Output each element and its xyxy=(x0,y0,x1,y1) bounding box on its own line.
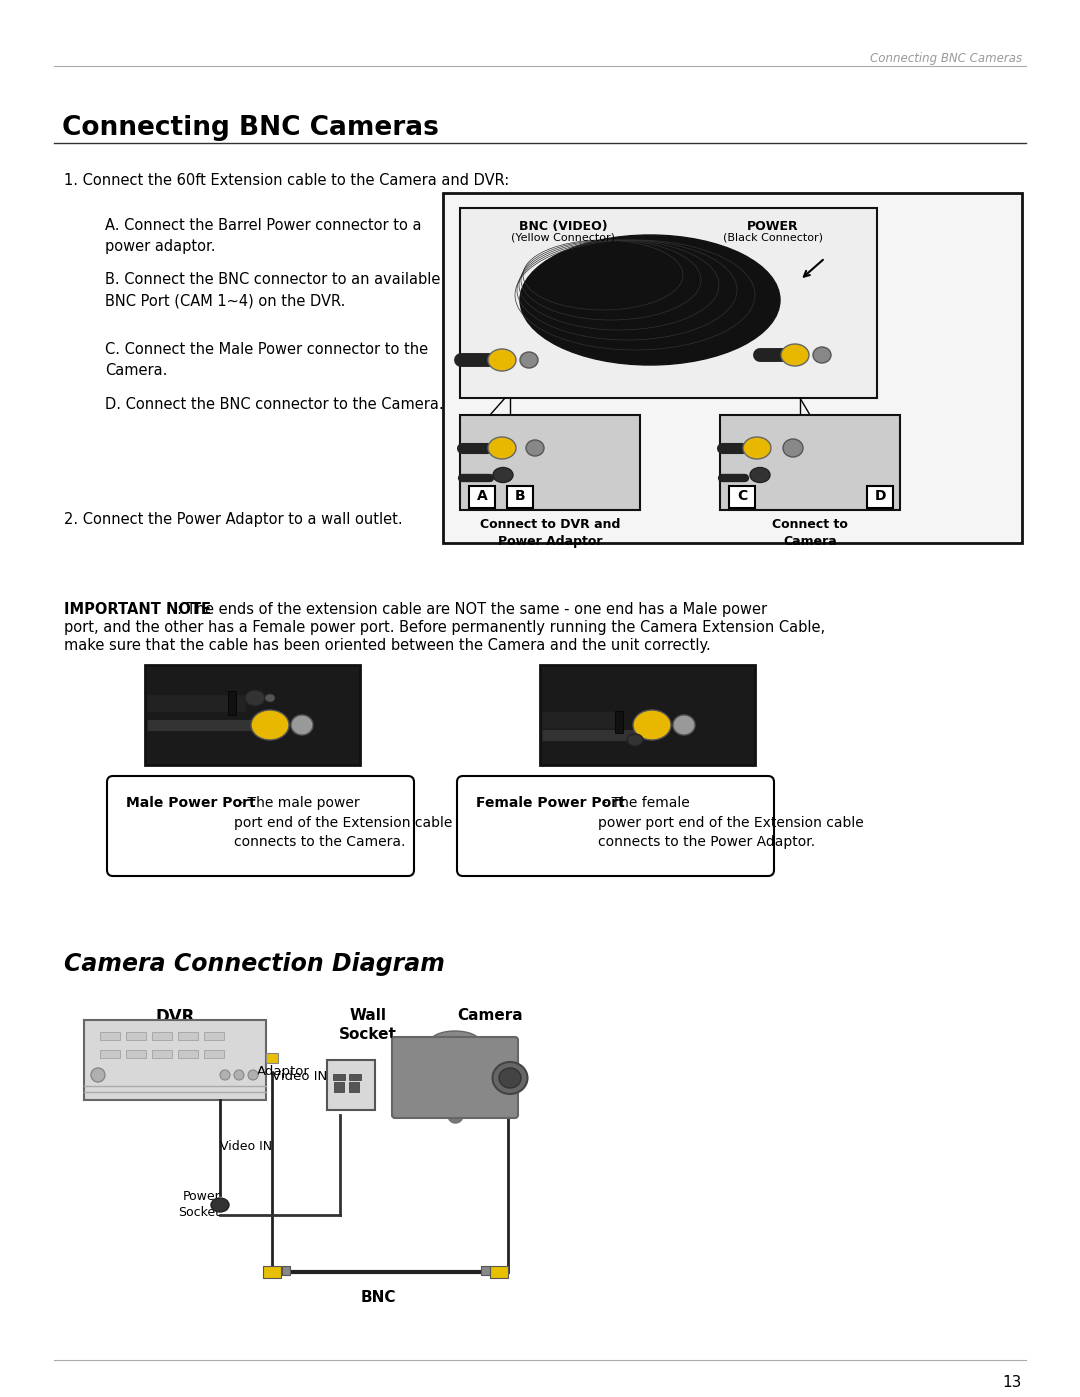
Bar xyxy=(126,1051,146,1058)
Bar xyxy=(729,486,755,509)
Bar xyxy=(204,1032,224,1039)
Bar xyxy=(507,486,534,509)
Text: - The female
power port end of the Extension cable
connects to the Power Adaptor: - The female power port end of the Exten… xyxy=(598,796,864,849)
Bar xyxy=(228,692,237,715)
Ellipse shape xyxy=(211,1199,229,1213)
Circle shape xyxy=(220,1070,230,1080)
Ellipse shape xyxy=(526,440,544,455)
Bar xyxy=(334,1083,345,1092)
Bar xyxy=(469,486,495,509)
Text: (Black Connector): (Black Connector) xyxy=(723,233,823,243)
Text: BNC: BNC xyxy=(361,1289,395,1305)
Ellipse shape xyxy=(251,710,289,740)
Bar xyxy=(178,1051,198,1058)
Text: 1. Connect the 60ft Extension cable to the Camera and DVR:: 1. Connect the 60ft Extension cable to t… xyxy=(64,173,510,189)
Text: Camera: Camera xyxy=(457,1009,523,1023)
Bar xyxy=(540,665,755,766)
Text: 2. Connect the Power Adaptor to a wall outlet.: 2. Connect the Power Adaptor to a wall o… xyxy=(64,511,403,527)
Bar xyxy=(460,415,640,510)
Text: make sure that the cable has been oriented between the Camera and the unit corre: make sure that the cable has been orient… xyxy=(64,638,711,652)
Bar xyxy=(327,1060,375,1111)
Ellipse shape xyxy=(291,715,313,735)
Ellipse shape xyxy=(519,352,538,367)
Text: C. Connect the Male Power connector to the
Camera.: C. Connect the Male Power connector to t… xyxy=(105,342,428,379)
Ellipse shape xyxy=(781,344,809,366)
Ellipse shape xyxy=(430,1031,480,1053)
FancyBboxPatch shape xyxy=(457,775,774,876)
FancyBboxPatch shape xyxy=(392,1037,518,1118)
Bar xyxy=(266,1053,278,1063)
Text: 13: 13 xyxy=(1002,1375,1022,1390)
Text: Video IN: Video IN xyxy=(272,1070,327,1083)
Bar xyxy=(349,1074,361,1080)
Text: - The male power
port end of the Extension cable
connects to the Camera.: - The male power port end of the Extensi… xyxy=(234,796,453,849)
Text: DVR: DVR xyxy=(156,1009,194,1025)
Bar xyxy=(204,1051,224,1058)
Bar xyxy=(333,1074,345,1080)
Text: : The ends of the extension cable are NOT the same - one end has a Male power: : The ends of the extension cable are NO… xyxy=(177,602,767,617)
Bar xyxy=(443,193,1022,543)
Text: BNC (VIDEO): BNC (VIDEO) xyxy=(518,219,607,233)
Ellipse shape xyxy=(499,1067,521,1088)
Bar xyxy=(152,1051,172,1058)
Text: (Yellow Connector): (Yellow Connector) xyxy=(511,233,615,243)
Bar xyxy=(481,1266,490,1275)
Text: POWER: POWER xyxy=(747,219,799,233)
Text: Connect to DVR and
Power Adaptor: Connect to DVR and Power Adaptor xyxy=(480,518,620,548)
Text: B: B xyxy=(515,489,525,503)
Bar xyxy=(615,711,623,733)
Ellipse shape xyxy=(519,235,780,365)
Ellipse shape xyxy=(265,694,275,703)
Text: D. Connect the BNC connector to the Camera.: D. Connect the BNC connector to the Came… xyxy=(105,397,444,412)
Bar xyxy=(282,1266,291,1275)
Bar xyxy=(100,1032,120,1039)
Ellipse shape xyxy=(492,1062,527,1094)
Bar xyxy=(720,415,900,510)
Bar xyxy=(126,1032,146,1039)
Ellipse shape xyxy=(750,468,770,482)
Bar xyxy=(460,208,877,398)
Bar xyxy=(867,486,893,509)
Text: Connect to
Camera: Connect to Camera xyxy=(772,518,848,548)
Ellipse shape xyxy=(633,710,671,740)
Circle shape xyxy=(234,1070,244,1080)
Bar xyxy=(264,1266,281,1278)
Text: Video IN: Video IN xyxy=(220,1140,272,1153)
Circle shape xyxy=(248,1070,258,1080)
FancyBboxPatch shape xyxy=(107,775,414,876)
Ellipse shape xyxy=(627,733,643,746)
Text: Camera Connection Diagram: Camera Connection Diagram xyxy=(64,951,445,977)
Ellipse shape xyxy=(488,349,516,372)
Ellipse shape xyxy=(245,690,265,705)
Bar xyxy=(349,1083,359,1092)
Text: Adaptor: Adaptor xyxy=(257,1065,310,1078)
Bar xyxy=(145,665,360,766)
Bar xyxy=(84,1020,266,1099)
Text: Power
Socket: Power Socket xyxy=(178,1190,220,1220)
Text: Wall
Socket: Wall Socket xyxy=(339,1009,397,1042)
Bar xyxy=(152,1032,172,1039)
Text: Connecting BNC Cameras: Connecting BNC Cameras xyxy=(62,115,438,141)
Ellipse shape xyxy=(743,437,771,460)
Circle shape xyxy=(91,1067,105,1083)
Ellipse shape xyxy=(783,439,804,457)
Text: A: A xyxy=(476,489,487,503)
Ellipse shape xyxy=(673,715,696,735)
Bar xyxy=(100,1051,120,1058)
Bar xyxy=(178,1032,198,1039)
Text: port, and the other has a Female power port. Before permanently running the Came: port, and the other has a Female power p… xyxy=(64,620,825,636)
Ellipse shape xyxy=(492,468,513,482)
Text: Female Power Port: Female Power Port xyxy=(476,796,624,810)
Text: Male Power Port: Male Power Port xyxy=(126,796,256,810)
Text: D: D xyxy=(874,489,886,503)
Text: B. Connect the BNC connector to an available
BNC Port (CAM 1~4) on the DVR.: B. Connect the BNC connector to an avail… xyxy=(105,272,441,307)
Bar xyxy=(490,1266,508,1278)
Text: Connecting BNC Cameras: Connecting BNC Cameras xyxy=(869,52,1022,66)
Ellipse shape xyxy=(813,346,831,363)
Ellipse shape xyxy=(488,437,516,460)
Text: IMPORTANT NOTE: IMPORTANT NOTE xyxy=(64,602,211,617)
Text: A. Connect the Barrel Power connector to a
power adaptor.: A. Connect the Barrel Power connector to… xyxy=(105,218,421,254)
Text: C: C xyxy=(737,489,747,503)
